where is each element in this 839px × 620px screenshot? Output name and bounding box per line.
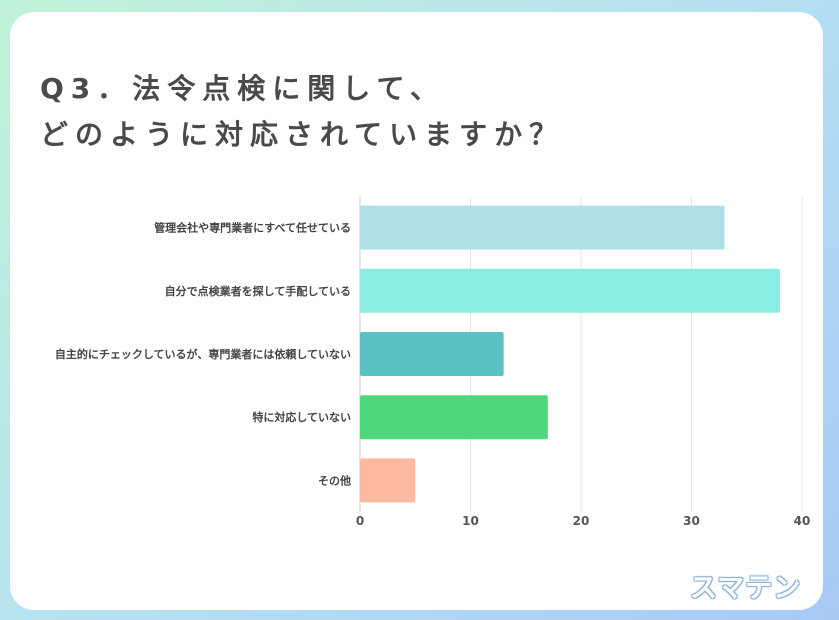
title-line-1: Q3．法令点検に関して、 [40, 72, 446, 105]
x-tick-label: 40 [794, 514, 811, 528]
x-tick-label: 30 [683, 514, 700, 528]
category-label: 自分で点検業者を探して手配している [165, 284, 351, 298]
bar [360, 205, 725, 250]
bar [360, 332, 504, 376]
x-tick-labels: 0 10 20 30 40 [356, 514, 811, 528]
category-label: その他 [318, 473, 351, 487]
x-tick-label: 20 [573, 514, 590, 528]
bar [360, 395, 548, 440]
title-line-2: どのように対応されていますか？ [40, 118, 565, 151]
bar [360, 268, 780, 313]
category-label: 管理会社や専門業者にすべて任せている [154, 221, 351, 235]
category-label: 特に対応していない [252, 410, 351, 424]
category-label: 自主的にチェックしているが、専門業者には依頼していない [55, 347, 351, 361]
chart-bars [360, 205, 780, 503]
page-title: Q3．法令点検に関して、 どのように対応されていますか？ [40, 66, 564, 158]
x-tick-label: 10 [462, 514, 479, 528]
bar [360, 458, 416, 503]
category-labels: 管理会社や専門業者にすべて任せている自分で点検業者を探して手配している自主的にチ… [55, 221, 351, 488]
x-tick-label: 0 [356, 514, 364, 528]
brand-logo: スマテン [690, 573, 802, 604]
